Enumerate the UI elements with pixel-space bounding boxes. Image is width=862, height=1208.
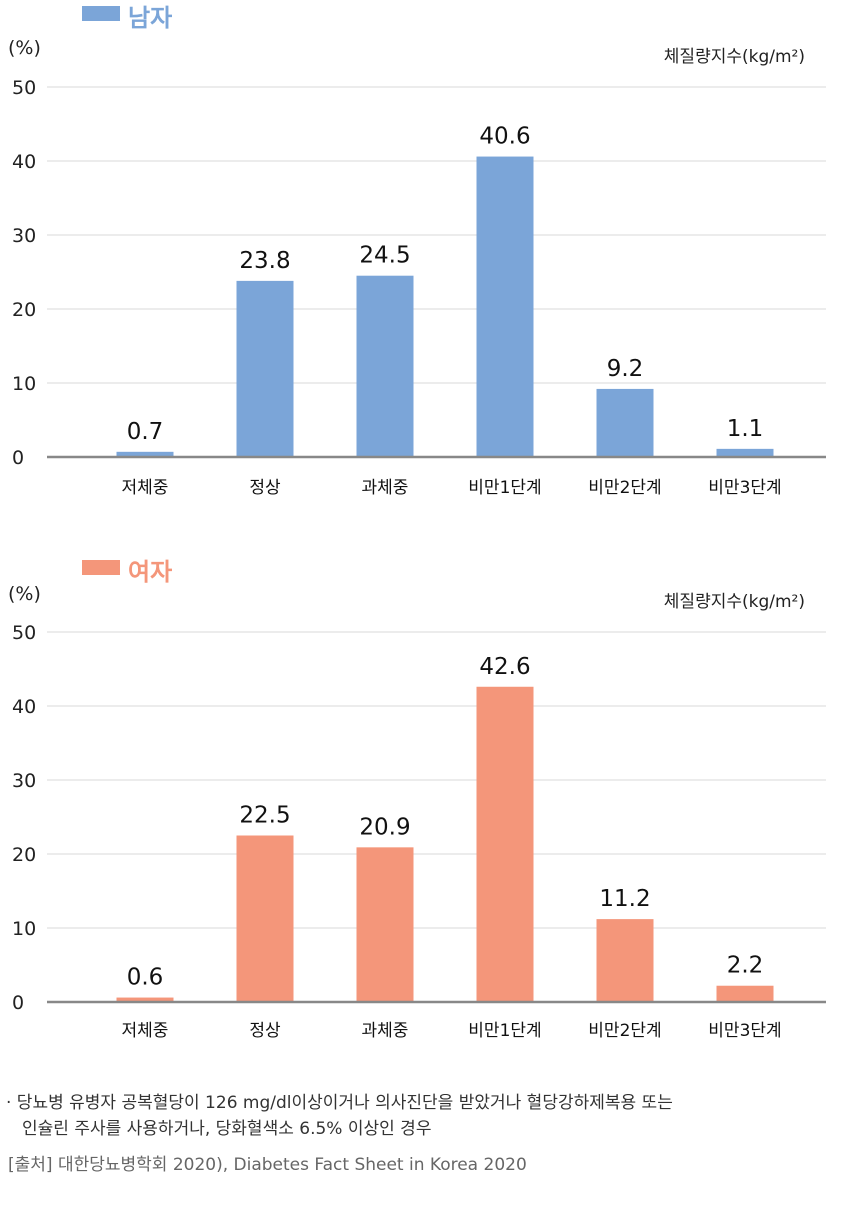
bar	[596, 388, 654, 457]
bar	[236, 280, 294, 457]
y-tick-label: 20	[12, 844, 36, 866]
value-label: 2.2	[727, 953, 764, 979]
category-label: 과체중	[362, 1021, 409, 1041]
y-tick-label: 50	[12, 622, 36, 644]
legend-label: 남자	[128, 4, 172, 32]
value-label: 40.6	[479, 124, 530, 150]
category-label: 비만2단계	[588, 1021, 661, 1041]
bar	[596, 919, 654, 1002]
y-tick-label: 10	[12, 373, 36, 395]
category-label: 비만3단계	[708, 1021, 781, 1041]
value-label: 22.5	[239, 803, 290, 829]
category-label: 과체중	[362, 478, 409, 498]
bar	[116, 451, 174, 457]
bar	[716, 448, 774, 457]
y-tick-label: 40	[12, 151, 36, 173]
y-tick-label: 10	[12, 918, 36, 940]
legend-label: 여자	[128, 558, 172, 586]
value-label: 1.1	[727, 416, 764, 442]
bar	[716, 985, 774, 1002]
legend-swatch	[82, 6, 120, 21]
bar	[236, 835, 294, 1002]
bar	[356, 847, 414, 1002]
category-label: 비만3단계	[708, 478, 781, 498]
y-tick-label: 40	[12, 696, 36, 718]
value-label: 0.6	[127, 965, 164, 991]
category-label: 저체중	[122, 478, 169, 498]
bar	[356, 275, 414, 457]
y-tick-label: 50	[12, 77, 36, 99]
footnote-line-2: 인슐린 주사를 사용하거나, 당화혈색소 6.5% 이상인 경우	[22, 1119, 432, 1139]
y-tick-label: 30	[12, 225, 36, 247]
y-tick-label: 20	[12, 299, 36, 321]
bar	[476, 156, 534, 457]
category-label: 정상	[249, 1021, 281, 1041]
category-label: 정상	[249, 478, 281, 498]
y-axis-unit-label: (%)	[8, 583, 41, 605]
bar	[116, 997, 174, 1002]
category-label: 비만2단계	[588, 478, 661, 498]
value-label: 0.7	[127, 419, 164, 445]
value-label: 24.5	[359, 243, 410, 269]
bmi-unit-label: 체질량지수(kg/m²)	[664, 47, 805, 67]
value-label: 42.6	[479, 654, 530, 680]
value-label: 11.2	[599, 886, 650, 912]
value-label: 23.8	[239, 248, 290, 274]
value-label: 20.9	[359, 814, 410, 840]
bar	[476, 686, 534, 1002]
footnote-line-1: · 당뇨병 유병자 공복혈당이 126 mg/dl이상이거나 의사진단을 받았거…	[6, 1093, 673, 1113]
value-label: 9.2	[607, 356, 644, 382]
bmi-unit-label: 체질량지수(kg/m²)	[664, 592, 805, 612]
y-tick-label: 0	[12, 992, 24, 1014]
category-label: 비만1단계	[468, 1021, 541, 1041]
category-label: 저체중	[122, 1021, 169, 1041]
category-label: 비만1단계	[468, 478, 541, 498]
y-tick-label: 0	[12, 447, 24, 469]
y-axis-unit-label: (%)	[8, 37, 41, 59]
legend-swatch	[82, 560, 120, 575]
source-citation: [출처] 대한당뇨병학회 2020), Diabetes Fact Sheet …	[8, 1155, 527, 1175]
y-tick-label: 30	[12, 770, 36, 792]
